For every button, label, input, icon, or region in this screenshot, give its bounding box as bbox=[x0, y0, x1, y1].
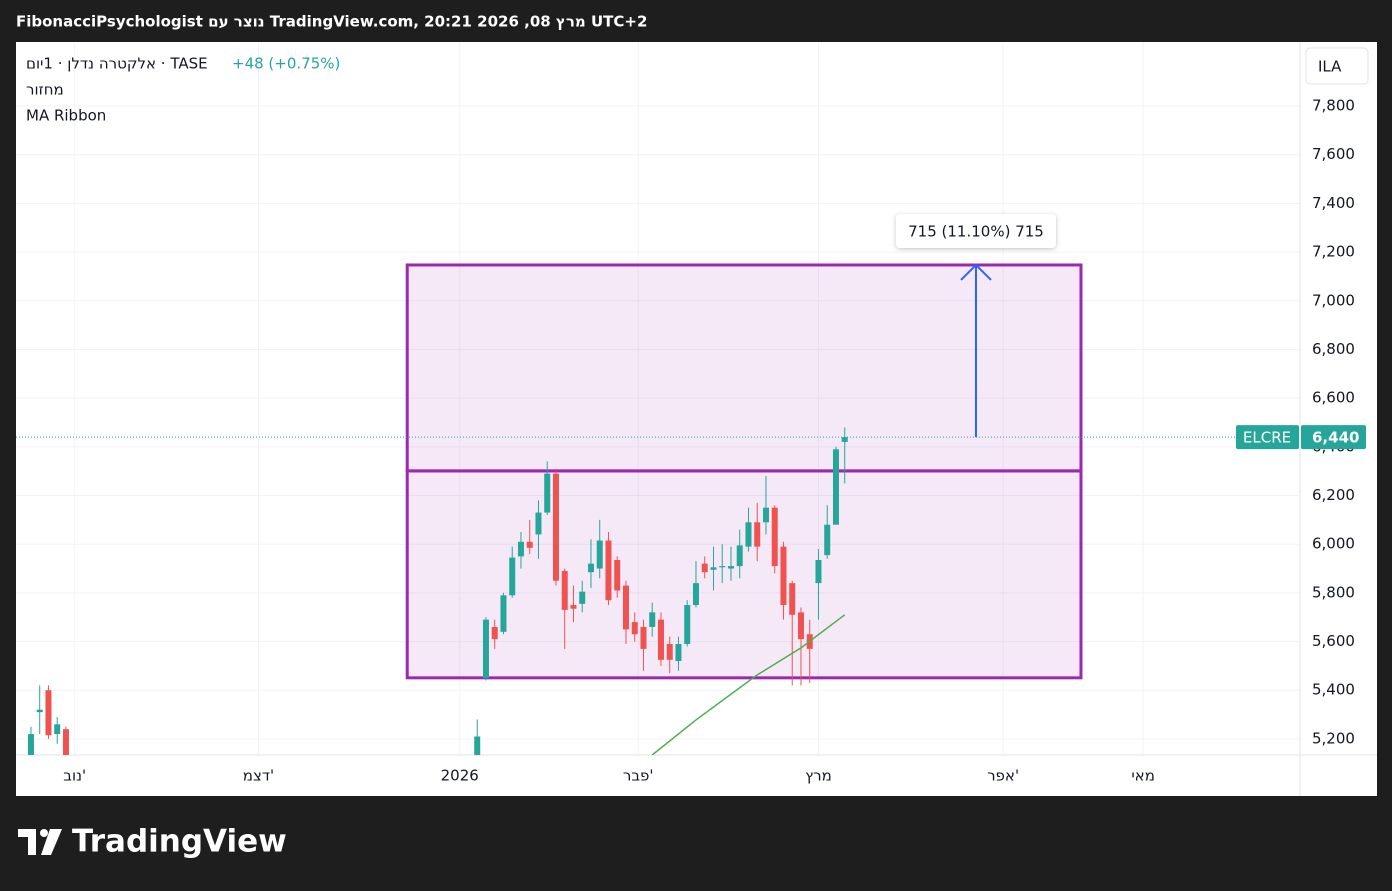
candle-body bbox=[509, 557, 516, 596]
candle-body bbox=[552, 473, 559, 581]
x-tick-label: אפר' bbox=[987, 767, 1019, 785]
candle-body bbox=[754, 522, 761, 547]
candle-body bbox=[789, 583, 796, 615]
currency: ILA bbox=[1318, 58, 1342, 76]
candle-body bbox=[526, 541, 533, 548]
candle-body bbox=[649, 612, 656, 627]
ma-line bbox=[651, 614, 846, 755]
arrow-label-box bbox=[895, 213, 1056, 248]
price-tag bbox=[1301, 425, 1366, 450]
candle-body bbox=[570, 605, 577, 609]
candle-body bbox=[500, 595, 507, 632]
candle-body bbox=[640, 626, 647, 649]
header: FibonacciPsychologist נוצר עם TradingVie… bbox=[16, 13, 647, 31]
zone bbox=[405, 469, 1083, 680]
candle-body bbox=[657, 619, 664, 660]
logo: TradingView bbox=[72, 824, 287, 860]
candle-body bbox=[710, 567, 717, 570]
arrow-label: 715 (11.10%) 715 bbox=[908, 222, 1044, 240]
candle-body bbox=[605, 540, 612, 601]
candle-body bbox=[491, 626, 498, 640]
candle-body bbox=[622, 585, 629, 630]
candle-body bbox=[474, 736, 481, 755]
overlay: 715 (11.10%) 715 bbox=[895, 213, 1056, 438]
y-tick-label: 7,200 bbox=[1312, 243, 1355, 261]
legend-indicator: MA Ribbon bbox=[26, 107, 106, 125]
candle-body bbox=[535, 512, 542, 535]
y-tick-label: 6,800 bbox=[1312, 340, 1355, 358]
y-tick-label: 5,200 bbox=[1312, 729, 1355, 747]
candle-body bbox=[579, 591, 586, 604]
y-tick-label: 5,600 bbox=[1312, 632, 1355, 650]
x-tick-label: מרץ bbox=[805, 767, 832, 785]
x-tick-label: פבר' bbox=[623, 767, 654, 785]
candle-body bbox=[684, 605, 691, 644]
candle-body bbox=[701, 563, 708, 573]
candle-body bbox=[745, 522, 752, 547]
candle-body bbox=[27, 734, 34, 755]
y-tick-label: 5,400 bbox=[1312, 681, 1355, 699]
candle-body bbox=[62, 729, 69, 755]
y-tick-label: 7,000 bbox=[1312, 291, 1355, 309]
x-tick-label: דצמ' bbox=[243, 767, 274, 785]
plot bbox=[16, 42, 1300, 755]
logo-icon bbox=[18, 829, 62, 855]
candle-body bbox=[797, 612, 804, 640]
candle-body bbox=[561, 570, 568, 610]
y-tick-label: 5,800 bbox=[1312, 583, 1355, 601]
y-tick-label: 7,400 bbox=[1312, 194, 1355, 212]
symbol-label: ELCRE bbox=[1243, 429, 1291, 447]
legend-volume: מחזור bbox=[26, 81, 64, 99]
candle-body bbox=[727, 566, 734, 569]
y-tick-label: 6,600 bbox=[1312, 389, 1355, 407]
candle-body bbox=[815, 560, 822, 584]
x-tick-label: נוב' bbox=[63, 767, 86, 785]
arrow-head bbox=[960, 263, 992, 281]
candle-body bbox=[482, 619, 489, 679]
currency-box bbox=[1305, 47, 1369, 85]
candle-body bbox=[824, 524, 831, 556]
candle-body bbox=[666, 643, 673, 660]
y-tick-label: 6,200 bbox=[1312, 486, 1355, 504]
y-tick-label: 6,000 bbox=[1312, 535, 1355, 553]
candle-body bbox=[587, 563, 594, 573]
candle-body bbox=[517, 541, 524, 557]
candle-body bbox=[771, 507, 778, 567]
candle-body bbox=[54, 724, 61, 735]
candle-body bbox=[631, 622, 638, 635]
candle-body bbox=[736, 545, 743, 567]
symbol-tag bbox=[1236, 425, 1299, 450]
candle-body bbox=[780, 546, 787, 606]
candle-body bbox=[614, 560, 621, 591]
y-tick-label: 7,600 bbox=[1312, 145, 1355, 163]
candle-body bbox=[832, 449, 839, 525]
candle-body bbox=[719, 566, 726, 568]
x-tick-label: 2026 bbox=[441, 767, 479, 785]
candle-body bbox=[596, 540, 603, 569]
candle-body bbox=[841, 437, 848, 442]
legend-symbol: אלקטרה נדלן · 1יום · TASE bbox=[26, 55, 208, 73]
legend-change: +48 (+0.75%) bbox=[232, 55, 340, 73]
candle-body bbox=[45, 690, 52, 736]
candle-body bbox=[675, 643, 682, 662]
chart-panel bbox=[16, 42, 1377, 796]
x-tick-label: מאי bbox=[1131, 767, 1155, 785]
candle-body bbox=[762, 507, 769, 523]
price-label: 6,440 bbox=[1312, 429, 1359, 447]
candle-body bbox=[692, 583, 699, 606]
y-tick-label: 7,800 bbox=[1312, 97, 1355, 115]
candle-body bbox=[544, 473, 551, 513]
zone bbox=[405, 263, 1083, 473]
candle-body bbox=[36, 709, 43, 713]
